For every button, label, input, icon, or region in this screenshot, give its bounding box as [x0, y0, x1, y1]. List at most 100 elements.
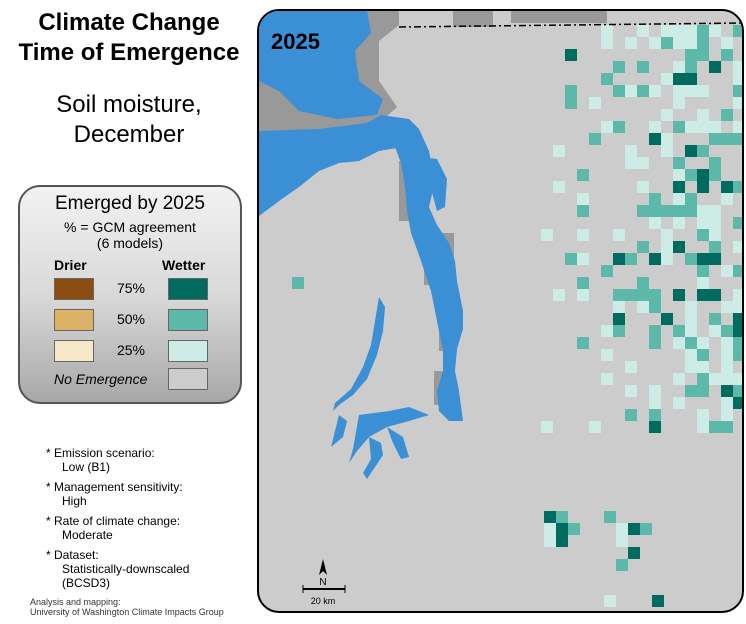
emergence-cell	[553, 289, 565, 301]
emergence-cell	[697, 253, 709, 265]
emergence-cell	[685, 325, 697, 337]
emergence-cell	[544, 535, 556, 547]
emergence-cell	[637, 241, 649, 253]
emergence-cell	[649, 397, 661, 409]
emergence-cell	[661, 25, 673, 37]
emergence-cell	[733, 25, 742, 37]
water-strait	[259, 115, 409, 216]
map-canvas	[259, 11, 742, 607]
water-south-sound	[349, 407, 429, 463]
emergence-cell	[673, 289, 685, 301]
emergence-cell	[721, 49, 733, 61]
legend-swatch-no-emergence	[168, 368, 208, 390]
emergence-cell	[685, 193, 697, 205]
emergence-cell	[697, 229, 709, 241]
emergence-cell	[685, 121, 697, 133]
emergence-cell	[673, 37, 685, 49]
emergence-cell	[721, 37, 733, 49]
emergence-cell	[625, 385, 637, 397]
emergence-cell	[673, 241, 685, 253]
emergence-cell	[661, 205, 673, 217]
emergence-cell	[613, 289, 625, 301]
legend-subtitle-line-1: % = GCM agreement	[64, 219, 196, 235]
emergence-cell	[553, 181, 565, 193]
emergence-cell	[697, 109, 709, 121]
emergence-cell	[733, 373, 742, 385]
emergence-cell	[685, 73, 697, 85]
emergence-cell	[673, 205, 685, 217]
emergence-cell	[673, 61, 685, 73]
emergence-cell	[625, 289, 637, 301]
emergence-cell	[697, 181, 709, 193]
emergence-cell	[697, 337, 709, 349]
emergence-cell	[673, 169, 685, 181]
subtitle-line-2: December	[73, 121, 185, 148]
map-title: Climate Change Time of Emergence	[0, 8, 258, 68]
emergence-cell	[685, 301, 697, 313]
emergence-cell	[652, 595, 664, 607]
note-emission: * Emission scenario: Low (B1)	[46, 446, 189, 474]
emergence-cell	[721, 133, 733, 145]
emergence-cell	[568, 523, 580, 535]
emergence-cell	[649, 133, 661, 145]
emergence-cell	[733, 265, 742, 277]
emergence-cell	[733, 61, 742, 73]
emergence-cell	[616, 535, 628, 547]
emergence-cell	[685, 61, 697, 73]
emergence-cell	[733, 397, 742, 409]
emergence-cell	[577, 193, 589, 205]
emergence-cell	[709, 421, 721, 433]
emergence-cell	[721, 325, 733, 337]
emergence-cell	[661, 145, 673, 157]
emergence-cell	[721, 193, 733, 205]
emergence-cell	[637, 85, 649, 97]
emergence-cell	[577, 229, 589, 241]
emergence-cell	[721, 301, 733, 313]
emergence-cell	[577, 253, 589, 265]
emergence-cell	[733, 337, 742, 349]
emergence-cell	[685, 25, 697, 37]
emergence-cell	[709, 133, 721, 145]
emergence-cell	[709, 217, 721, 229]
emergence-cell	[577, 169, 589, 181]
emergence-cell	[601, 373, 613, 385]
north-arrow-icon	[319, 559, 327, 575]
emergence-cell	[733, 217, 742, 229]
emergence-cell	[649, 325, 661, 337]
emergence-cell	[544, 511, 556, 523]
scenario-notes: * Emission scenario: Low (B1) * Manageme…	[46, 446, 189, 596]
emergence-cell	[673, 121, 685, 133]
emergence-cell	[613, 121, 625, 133]
emergence-cell	[673, 157, 685, 169]
emergence-cell	[649, 385, 661, 397]
emergence-cell	[601, 349, 613, 361]
emergence-cell	[733, 289, 742, 301]
emergence-cell	[589, 133, 601, 145]
note-dataset-value-1: Statistically-downscaled	[62, 562, 190, 576]
emergence-cell	[697, 169, 709, 181]
emergence-cell	[709, 253, 721, 265]
emergence-cell	[601, 73, 613, 85]
emergence-cell	[541, 229, 553, 241]
emergence-cell	[733, 325, 742, 337]
emergence-cell	[685, 85, 697, 97]
emergence-cell	[733, 301, 742, 313]
emergence-cell	[604, 595, 616, 607]
emergence-cell	[709, 205, 721, 217]
emergence-cell	[565, 85, 577, 97]
emergence-cell	[697, 205, 709, 217]
emergence-cell	[685, 253, 697, 265]
emergence-cell	[541, 421, 553, 433]
emergence-cell	[649, 217, 661, 229]
emergence-cell	[649, 253, 661, 265]
emergence-cell	[649, 421, 661, 433]
emergence-cell	[589, 421, 601, 433]
legend-subtitle: % = GCM agreement (6 models)	[20, 219, 240, 251]
emergence-cell	[553, 145, 565, 157]
emergence-cell	[661, 313, 673, 325]
emergence-cell	[685, 169, 697, 181]
credit-line-1: Analysis and mapping:	[30, 597, 121, 607]
emergence-cell	[637, 289, 649, 301]
emergence-cell	[721, 337, 733, 349]
emergence-cell	[613, 253, 625, 265]
